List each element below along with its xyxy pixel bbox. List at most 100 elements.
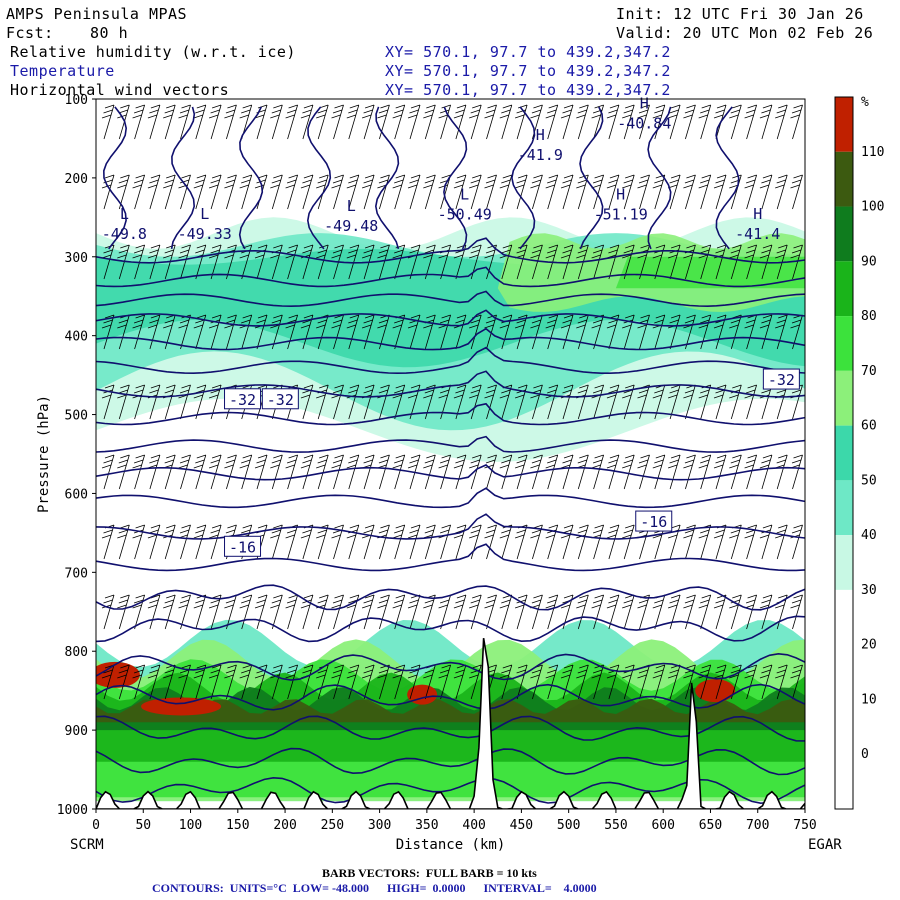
wind-barb xyxy=(361,174,375,210)
colorbar-segment xyxy=(835,589,853,645)
wind-barb xyxy=(775,664,788,700)
wind-barb xyxy=(775,174,788,210)
wind-barb xyxy=(514,104,528,140)
colorbar-segment xyxy=(835,261,853,317)
temperature-contour-upper xyxy=(647,106,672,250)
wind-barb xyxy=(178,104,191,140)
wind-barb xyxy=(377,664,390,700)
wind-barb xyxy=(698,104,712,140)
temperature-contour-upper xyxy=(715,106,740,250)
wind-barb xyxy=(178,314,191,350)
wind-barb xyxy=(163,104,176,140)
wind-barb xyxy=(300,244,314,280)
y-tick-label: 500 xyxy=(65,409,88,424)
wind-barb xyxy=(591,524,604,560)
wind-barb xyxy=(423,174,436,210)
wind-barb xyxy=(208,594,222,630)
wind-barb xyxy=(178,524,191,560)
wind-barb xyxy=(591,244,604,280)
wind-barb xyxy=(300,314,314,350)
wind-barb xyxy=(560,384,574,420)
wind-barb xyxy=(193,314,207,350)
wind-barb xyxy=(667,594,681,630)
wind-barb xyxy=(407,524,421,560)
wind-barb xyxy=(377,104,390,140)
wind-barb xyxy=(698,524,712,560)
colorbar-label: 20 xyxy=(861,638,877,653)
wind-barb xyxy=(438,104,451,140)
x-tick-label: 100 xyxy=(179,818,202,833)
wind-barb xyxy=(392,174,406,210)
wind-barb xyxy=(744,454,757,490)
wind-barb xyxy=(484,104,497,140)
temperature-contour xyxy=(96,237,805,264)
wind-barb xyxy=(453,174,467,210)
wind-barb xyxy=(453,594,467,630)
wind-barb xyxy=(438,664,451,700)
colorbar-segment xyxy=(835,754,853,809)
temperature-contour xyxy=(96,747,805,776)
wind-barb xyxy=(270,454,283,490)
wind-barb xyxy=(790,104,803,140)
wind-barb xyxy=(208,104,222,140)
temperature-contour-upper xyxy=(579,106,604,250)
wind-barb xyxy=(346,174,360,210)
wind-barb xyxy=(606,174,620,210)
wind-barb xyxy=(469,104,482,140)
wind-barb xyxy=(759,454,773,490)
wind-barb xyxy=(117,594,130,630)
temperature-label: -32 xyxy=(261,388,299,410)
wind-barb xyxy=(469,384,482,420)
wind-barb xyxy=(224,104,237,140)
temperature-contour xyxy=(96,615,805,643)
temperature-contour xyxy=(96,513,805,540)
wind-barb xyxy=(514,174,528,210)
wind-barb xyxy=(530,594,543,630)
field-xy-temperature: XY= 570.1, 97.7 to 439.2,347.2 xyxy=(385,62,671,80)
wind-barb xyxy=(147,104,161,140)
temperature-contour xyxy=(96,652,805,681)
wind-barb xyxy=(346,664,360,700)
y-axis-title: Pressure (hPa) xyxy=(36,395,52,513)
wind-barb xyxy=(423,454,436,490)
wind-barb xyxy=(438,454,451,490)
wind-barb xyxy=(285,104,298,140)
y-tick-label: 1000 xyxy=(57,803,88,818)
wind-barb xyxy=(469,664,482,700)
x-tick-label: 550 xyxy=(604,818,627,833)
wind-barb xyxy=(101,174,115,210)
wind-barb xyxy=(790,244,803,280)
wind-barb xyxy=(270,174,283,210)
extremum-value: -49.33 xyxy=(178,225,232,243)
wind-barb xyxy=(316,594,329,630)
wind-barb xyxy=(713,524,727,560)
wind-barb xyxy=(484,594,497,630)
wind-barb xyxy=(331,454,344,490)
terrain-profile xyxy=(96,637,805,809)
wind-barb xyxy=(606,104,620,140)
wind-barb xyxy=(530,244,543,280)
wind-barb xyxy=(346,454,360,490)
wind-barb xyxy=(606,384,620,420)
wind-barb xyxy=(346,104,360,140)
temperature-contour xyxy=(96,346,805,375)
wind-barb xyxy=(514,594,528,630)
wind-barb xyxy=(683,594,696,630)
wind-barb xyxy=(729,454,742,490)
colorbar-segment xyxy=(835,644,853,700)
wind-barb xyxy=(484,524,497,560)
wind-barb xyxy=(484,244,497,280)
wind-barb xyxy=(132,664,145,700)
wind-barb xyxy=(469,594,482,630)
wind-barb xyxy=(713,594,727,630)
temperature-contour xyxy=(96,327,805,351)
wind-barb xyxy=(361,104,375,140)
x-tick-label: 0 xyxy=(92,818,100,833)
wind-barb xyxy=(208,174,222,210)
rh-band-upper-green-core xyxy=(96,256,805,289)
wind-barb xyxy=(576,664,589,700)
wind-barb xyxy=(744,104,757,140)
colorbar-segment xyxy=(835,480,853,536)
wind-barb xyxy=(790,174,803,210)
extremum-value: -41.4 xyxy=(735,225,780,243)
